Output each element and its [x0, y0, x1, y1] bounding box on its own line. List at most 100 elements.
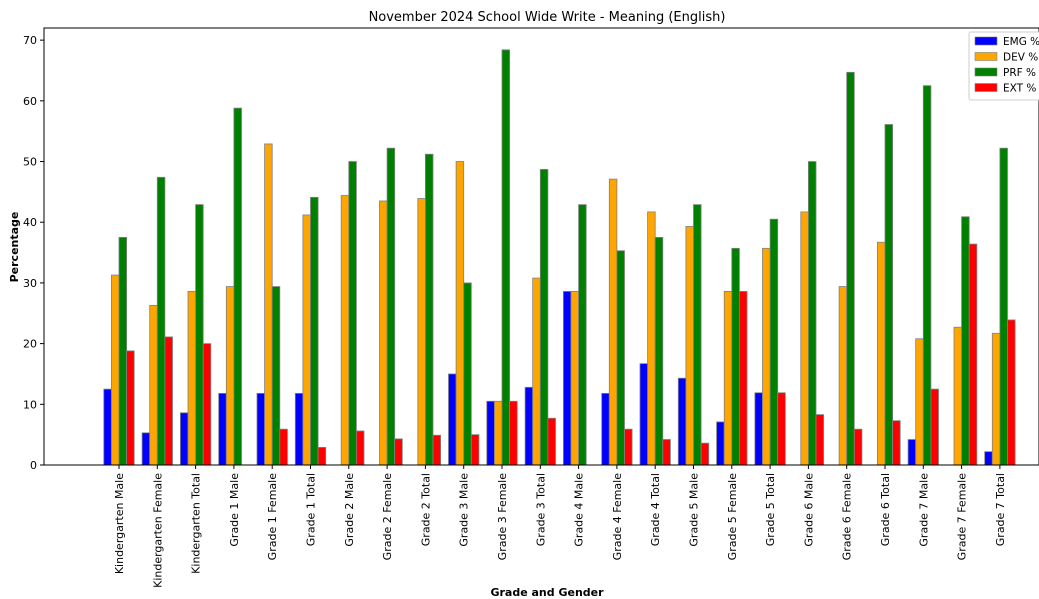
bar-prf-18	[808, 161, 817, 466]
legend-label: EMG %	[1003, 36, 1039, 48]
bar-dev-2	[187, 291, 196, 466]
bar-ext-8	[432, 434, 441, 466]
legend-box	[968, 31, 1039, 101]
bar-emg-12	[563, 291, 572, 466]
bar-prf-12	[578, 204, 587, 466]
legend-label: DEV %	[1003, 52, 1038, 64]
bar-emg-21	[907, 439, 917, 466]
bar-emg-13	[601, 392, 610, 466]
legend-swatch	[974, 52, 998, 61]
bar-dev-4	[264, 143, 273, 466]
bar-prf-19	[846, 71, 855, 466]
bar-ext-20	[892, 420, 901, 466]
bar-dev-10	[493, 400, 503, 466]
y-tick-label: 70	[23, 34, 37, 47]
bar-ext-11	[547, 417, 556, 466]
legend: EMG % DEV % PRF % EXT %	[968, 31, 1039, 101]
bar-prf-13	[616, 250, 625, 466]
x-tick-label: Grade 7 Male	[917, 473, 930, 547]
bar-ext-9	[470, 434, 480, 466]
bar-prf-16	[731, 247, 740, 466]
bar-emg-1	[141, 432, 151, 466]
bar-dev-7	[379, 200, 388, 466]
bar-dev-23	[991, 332, 1001, 466]
x-tick-label: Kindergarten Female	[151, 473, 164, 588]
bar-prf-1	[156, 176, 166, 466]
bar-ext-23	[1007, 319, 1016, 466]
bar-prf-5	[310, 196, 319, 466]
bar-prf-0	[118, 236, 127, 466]
x-axis: Kindergarten Male Kindergarten Female Kind…	[113, 465, 1007, 588]
bar-emg-2	[179, 412, 189, 466]
x-tick-label: Grade 3 Total	[534, 473, 547, 546]
bar-dev-3	[225, 286, 235, 466]
bar-emg-5	[294, 392, 304, 466]
x-tick-label: Grade 6 Total	[879, 473, 892, 546]
bar-emg-15	[677, 377, 687, 466]
bar-ext-19	[853, 428, 863, 466]
bar-prf-21	[922, 85, 932, 466]
x-tick-label: Grade 4 Male	[573, 473, 586, 547]
y-tick-label: 40	[23, 216, 37, 229]
bar-prf-9	[463, 282, 472, 466]
bar-prf-4	[271, 286, 281, 466]
x-tick-label: Grade 5 Female	[726, 473, 739, 561]
bar-dev-6	[340, 195, 350, 466]
x-tick-label: Grade 2 Female	[381, 473, 394, 561]
chart-title: November 2024 School Wide Write - Meanin…	[369, 10, 726, 25]
bar-dev-19	[838, 286, 848, 466]
bar-prf-7	[386, 147, 396, 466]
bar-dev-11	[532, 277, 541, 466]
bar-emg-3	[218, 392, 227, 466]
bar-prf-23	[999, 147, 1008, 466]
x-tick-label: Grade 5 Total	[764, 473, 777, 546]
bar-ext-16	[739, 291, 748, 466]
bar-ext-0	[126, 350, 135, 466]
bar-ext-17	[777, 392, 786, 466]
bar-prf-17	[769, 218, 779, 466]
bar-dev-15	[685, 226, 694, 466]
bar-dev-14	[647, 211, 656, 466]
legend-label: PRF %	[1003, 67, 1036, 79]
bar-emg-11	[524, 386, 534, 466]
bar-dev-12	[570, 291, 579, 466]
bar-prf-20	[884, 124, 893, 466]
bar-ext-5	[317, 446, 327, 466]
bar-prf-10	[501, 49, 510, 466]
bar-ext-4	[279, 428, 288, 466]
y-tick-label: 60	[23, 95, 37, 108]
x-tick-label: Grade 7 Total	[994, 473, 1007, 546]
bar-ext-15	[700, 442, 710, 466]
y-tick-label: 50	[23, 156, 37, 169]
bar-prf-11	[539, 169, 549, 466]
y-tick-label: 10	[23, 398, 37, 411]
bar-emg-23	[984, 451, 993, 466]
bar-prf-14	[654, 236, 664, 466]
bar-prf-6	[348, 161, 357, 466]
bar-dev-21	[915, 338, 924, 466]
x-tick-label: Grade 4 Total	[649, 473, 662, 546]
bar-ext-13	[624, 428, 633, 466]
bar-dev-8	[417, 198, 426, 466]
bar-dev-1	[149, 304, 158, 466]
y-tick-label: 30	[23, 277, 37, 290]
bar-emg-0	[103, 388, 112, 466]
bar-emg-17	[754, 392, 763, 466]
bar-dev-5	[302, 214, 311, 466]
bar-ext-10	[509, 400, 518, 466]
bar-prf-8	[424, 153, 434, 466]
bar-prf-15	[693, 204, 702, 466]
x-tick-label: Grade 4 Female	[611, 473, 624, 561]
x-axis-label: Grade and Gender	[490, 586, 604, 599]
legend-label: EXT %	[1003, 83, 1036, 95]
y-tick-label: 0	[30, 459, 37, 472]
bar-ext-14	[662, 439, 671, 466]
bar-dev-20	[877, 241, 886, 466]
bar-emg-10	[486, 400, 495, 466]
bar-emg-4	[256, 392, 265, 466]
y-axis: 0 10 20 30 40 50 60 70	[23, 34, 44, 472]
x-tick-label: Grade 2 Total	[419, 473, 432, 546]
y-axis-label: Percentage	[8, 212, 21, 283]
x-tick-label: Kindergarten Total	[190, 473, 203, 574]
